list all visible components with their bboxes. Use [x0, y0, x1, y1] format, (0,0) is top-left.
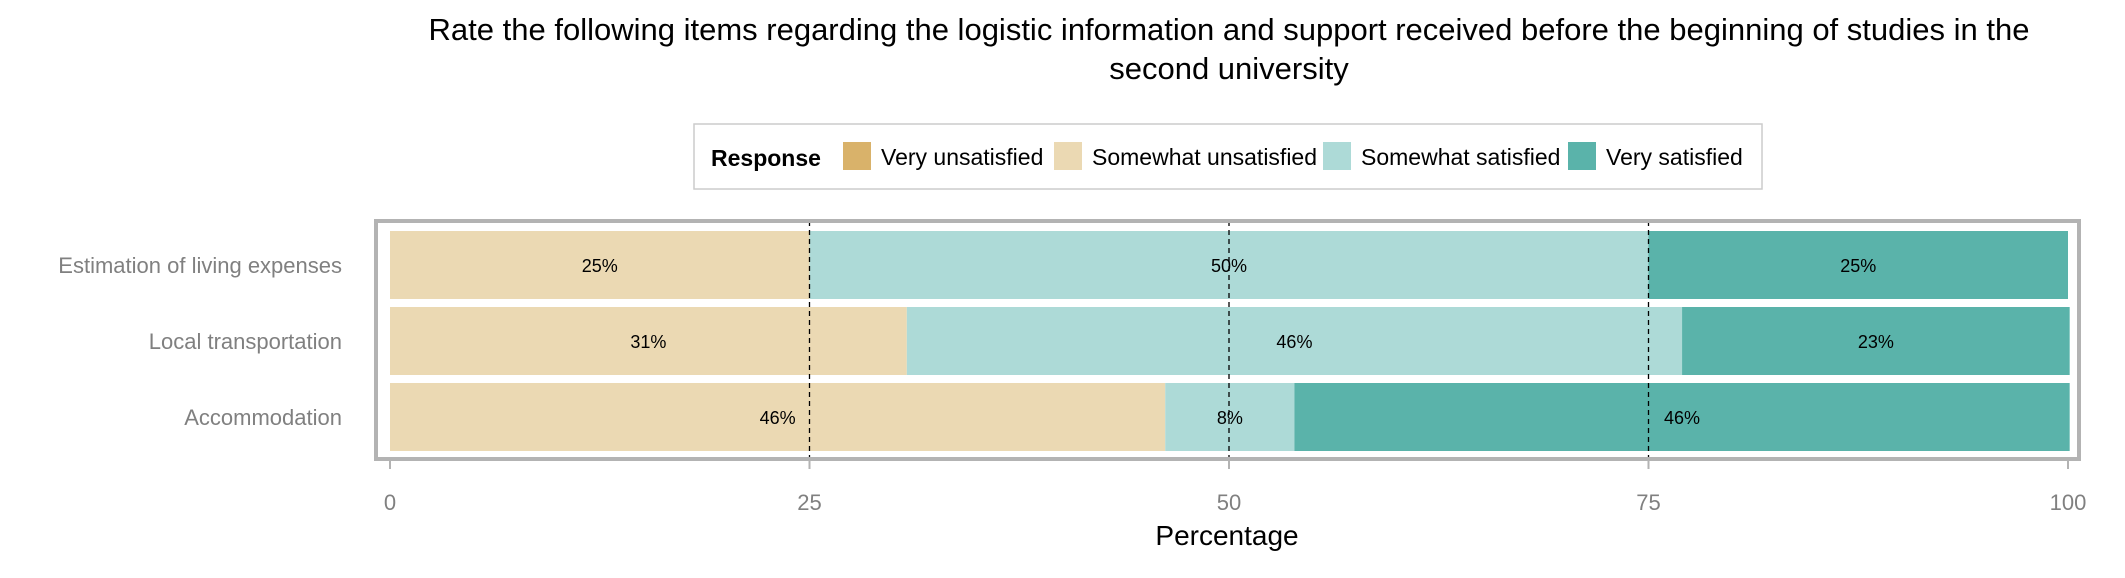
legend-title: Response	[711, 145, 821, 171]
x-tick-label: 25	[797, 490, 821, 515]
data-label: 46%	[1276, 332, 1312, 352]
legend-label: Very satisfied	[1606, 144, 1743, 170]
y-tick-label: Accommodation	[184, 405, 342, 430]
x-tick-label: 100	[2050, 490, 2087, 515]
y-tick-label: Estimation of living expenses	[58, 253, 342, 278]
data-label: 8%	[1217, 408, 1243, 428]
data-label: 25%	[582, 256, 618, 276]
data-label: 46%	[760, 408, 796, 428]
bar-somewhat-unsatisfied	[390, 307, 907, 375]
legend-label: Somewhat unsatisfied	[1092, 144, 1317, 170]
x-axis-title: Percentage	[1155, 520, 1298, 551]
legend-key-very-unsatisfied	[843, 142, 871, 170]
bar-somewhat-satisfied	[906, 307, 1683, 375]
legend-key-somewhat-unsatisfied	[1054, 142, 1082, 170]
bar-very-satisfied	[1294, 383, 2070, 451]
bar-somewhat-unsatisfied	[390, 231, 810, 299]
x-tick-label: 75	[1636, 490, 1660, 515]
legend-key-somewhat-satisfied	[1323, 142, 1351, 170]
data-label: 23%	[1858, 332, 1894, 352]
data-label: 31%	[630, 332, 666, 352]
plot-border	[374, 219, 2081, 461]
chart-title-line-2: second university	[1109, 51, 1349, 86]
legend-key-very-satisfied	[1568, 142, 1596, 170]
legend-label: Very unsatisfied	[881, 144, 1043, 170]
legend-label: Somewhat satisfied	[1361, 144, 1560, 170]
y-tick-label: Local transportation	[149, 329, 342, 354]
x-tick-label: 50	[1217, 490, 1241, 515]
plot-area: 25% 50% 25%31% 46% 23%46% 8% 46% Estimation of…	[58, 219, 2087, 515]
data-label: 25%	[1840, 256, 1876, 276]
bar-somewhat-unsatisfied	[390, 383, 1166, 451]
legend: Response Very unsatisfied Somewhat unsati…	[693, 123, 1763, 190]
data-label: 46%	[1664, 408, 1700, 428]
bar-very-satisfied	[1648, 231, 2068, 299]
x-tick-label: 0	[384, 490, 396, 515]
chart-title-line-1: Rate the following items regarding the l…	[429, 12, 2030, 47]
bar-somewhat-satisfied	[1165, 383, 1295, 451]
bar-very-satisfied	[1682, 307, 2070, 375]
